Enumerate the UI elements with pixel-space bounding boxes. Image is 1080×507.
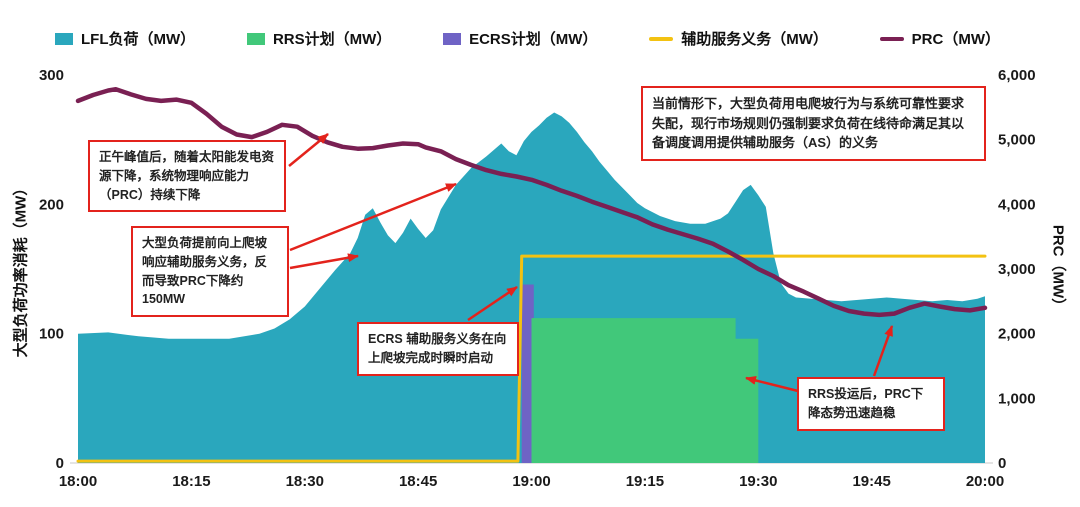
svg-text:19:15: 19:15 bbox=[626, 473, 664, 490]
left-axis-title: 大型负荷功率消耗（MW） bbox=[12, 180, 30, 358]
svg-text:0: 0 bbox=[56, 455, 64, 472]
lfl-area-swatch-icon bbox=[55, 32, 73, 45]
svg-text:19:30: 19:30 bbox=[739, 473, 777, 490]
annotation-rrs-stabilize-note: RRS投运后，PRC下降态势迅速趋稳 bbox=[797, 377, 945, 431]
svg-text:5,000: 5,000 bbox=[998, 132, 1036, 149]
svg-text:18:15: 18:15 bbox=[172, 473, 210, 490]
legend-label-lfl: LFL负荷（MW） bbox=[81, 31, 196, 48]
ecrs-area-swatch-icon bbox=[443, 32, 462, 45]
legend-item-prc: PRC（MW） bbox=[879, 28, 1000, 49]
legend-label-obligation: 辅助服务义务（MW） bbox=[681, 31, 828, 48]
legend-label-rrs: RRS计划（MW） bbox=[272, 31, 392, 48]
svg-text:0: 0 bbox=[998, 455, 1006, 472]
prc-line-swatch-icon bbox=[879, 36, 904, 41]
svg-text:4,000: 4,000 bbox=[998, 196, 1036, 213]
svg-text:20:00: 20:00 bbox=[966, 473, 1004, 490]
right-axis-title: PRC（MW） bbox=[1049, 224, 1067, 314]
annotation-ecrs-start-note: ECRS 辅助服务义务在向上爬坡完成时瞬时启动 bbox=[357, 322, 519, 376]
svg-text:6,000: 6,000 bbox=[998, 67, 1036, 84]
legend-item-obligation: 辅助服务义务（MW） bbox=[649, 28, 828, 49]
annotation-ramp-up-note: 大型负荷提前向上爬坡响应辅助服务义务，反而导致PRC下降约150MW bbox=[131, 226, 289, 317]
legend-item-lfl: LFL负荷（MW） bbox=[55, 28, 195, 49]
svg-text:300: 300 bbox=[39, 67, 64, 84]
legend: LFL负荷（MW） RRS计划（MW） ECRS计划（MW） 辅助服务义务（MW… bbox=[55, 28, 1000, 49]
legend-label-prc: PRC（MW） bbox=[911, 31, 1000, 48]
svg-text:18:45: 18:45 bbox=[399, 473, 437, 490]
legend-item-ecrs: ECRS计划（MW） bbox=[443, 28, 597, 49]
obligation-line-swatch-icon bbox=[649, 36, 674, 41]
svg-text:2,000: 2,000 bbox=[998, 326, 1036, 343]
svg-text:1,000: 1,000 bbox=[998, 390, 1036, 407]
svg-text:18:00: 18:00 bbox=[59, 473, 97, 490]
annotation-market-rule-note: 当前情形下，大型负荷用电爬坡行为与系统可靠性要求失配，现行市场规则仍强制要求负荷… bbox=[641, 86, 986, 161]
svg-text:100: 100 bbox=[39, 326, 64, 343]
svg-text:19:00: 19:00 bbox=[512, 473, 550, 490]
svg-text:200: 200 bbox=[39, 196, 64, 213]
legend-label-ecrs: ECRS计划（MW） bbox=[469, 31, 598, 48]
svg-text:19:45: 19:45 bbox=[852, 473, 890, 490]
annotation-prc-decline-note: 正午峰值后，随着太阳能发电资源下降，系统物理响应能力（PRC）持续下降 bbox=[88, 140, 286, 213]
legend-item-rrs: RRS计划（MW） bbox=[246, 28, 392, 49]
svg-text:3,000: 3,000 bbox=[998, 261, 1036, 278]
rrs-area-swatch-icon bbox=[246, 32, 265, 45]
svg-text:18:30: 18:30 bbox=[286, 473, 324, 490]
